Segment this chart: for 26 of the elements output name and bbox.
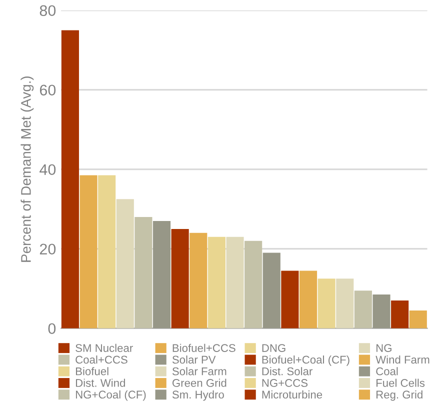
legend-label: Biofuel+CCS	[172, 344, 236, 352]
legend-label: Biofuel	[76, 367, 108, 376]
legend-label: NG+Coal (CF)	[76, 390, 146, 401]
legend-label: Reg. Grid	[376, 390, 422, 401]
legend-label: Coal	[376, 367, 398, 376]
y-tick-label: 40	[40, 164, 56, 176]
legend-label: NG	[376, 344, 392, 352]
y-tick-label: 20	[40, 244, 56, 255]
legend-label: Fuel Cells	[376, 378, 425, 387]
legend-label: DNG	[262, 344, 286, 352]
legend-label: Sm. Hydro	[172, 390, 224, 401]
y-tick-label: 0	[48, 323, 56, 334]
legend-label: SM Nuclear	[76, 344, 133, 352]
y-tick-label: 80	[40, 5, 56, 16]
legend-label: Dist. Wind	[76, 378, 125, 387]
legend-label: Solar PV	[172, 355, 216, 364]
legend-label: Biofuel+Coal (CF)	[262, 355, 350, 366]
y-axis-title: Percent of Demand Met (Avg.)	[20, 76, 34, 262]
legend-label: NG+CCS	[262, 379, 308, 387]
legend-label: Coal+CCS	[76, 355, 128, 364]
legend-label: Green Grid	[172, 378, 226, 387]
y-tick-label: 60	[40, 84, 56, 96]
legend-label: Dist. Solar	[262, 367, 312, 376]
legend-label: Wind Farm	[376, 355, 430, 364]
legend-label: Solar Farm	[172, 367, 226, 376]
legend-label: Microturbine	[262, 390, 322, 399]
